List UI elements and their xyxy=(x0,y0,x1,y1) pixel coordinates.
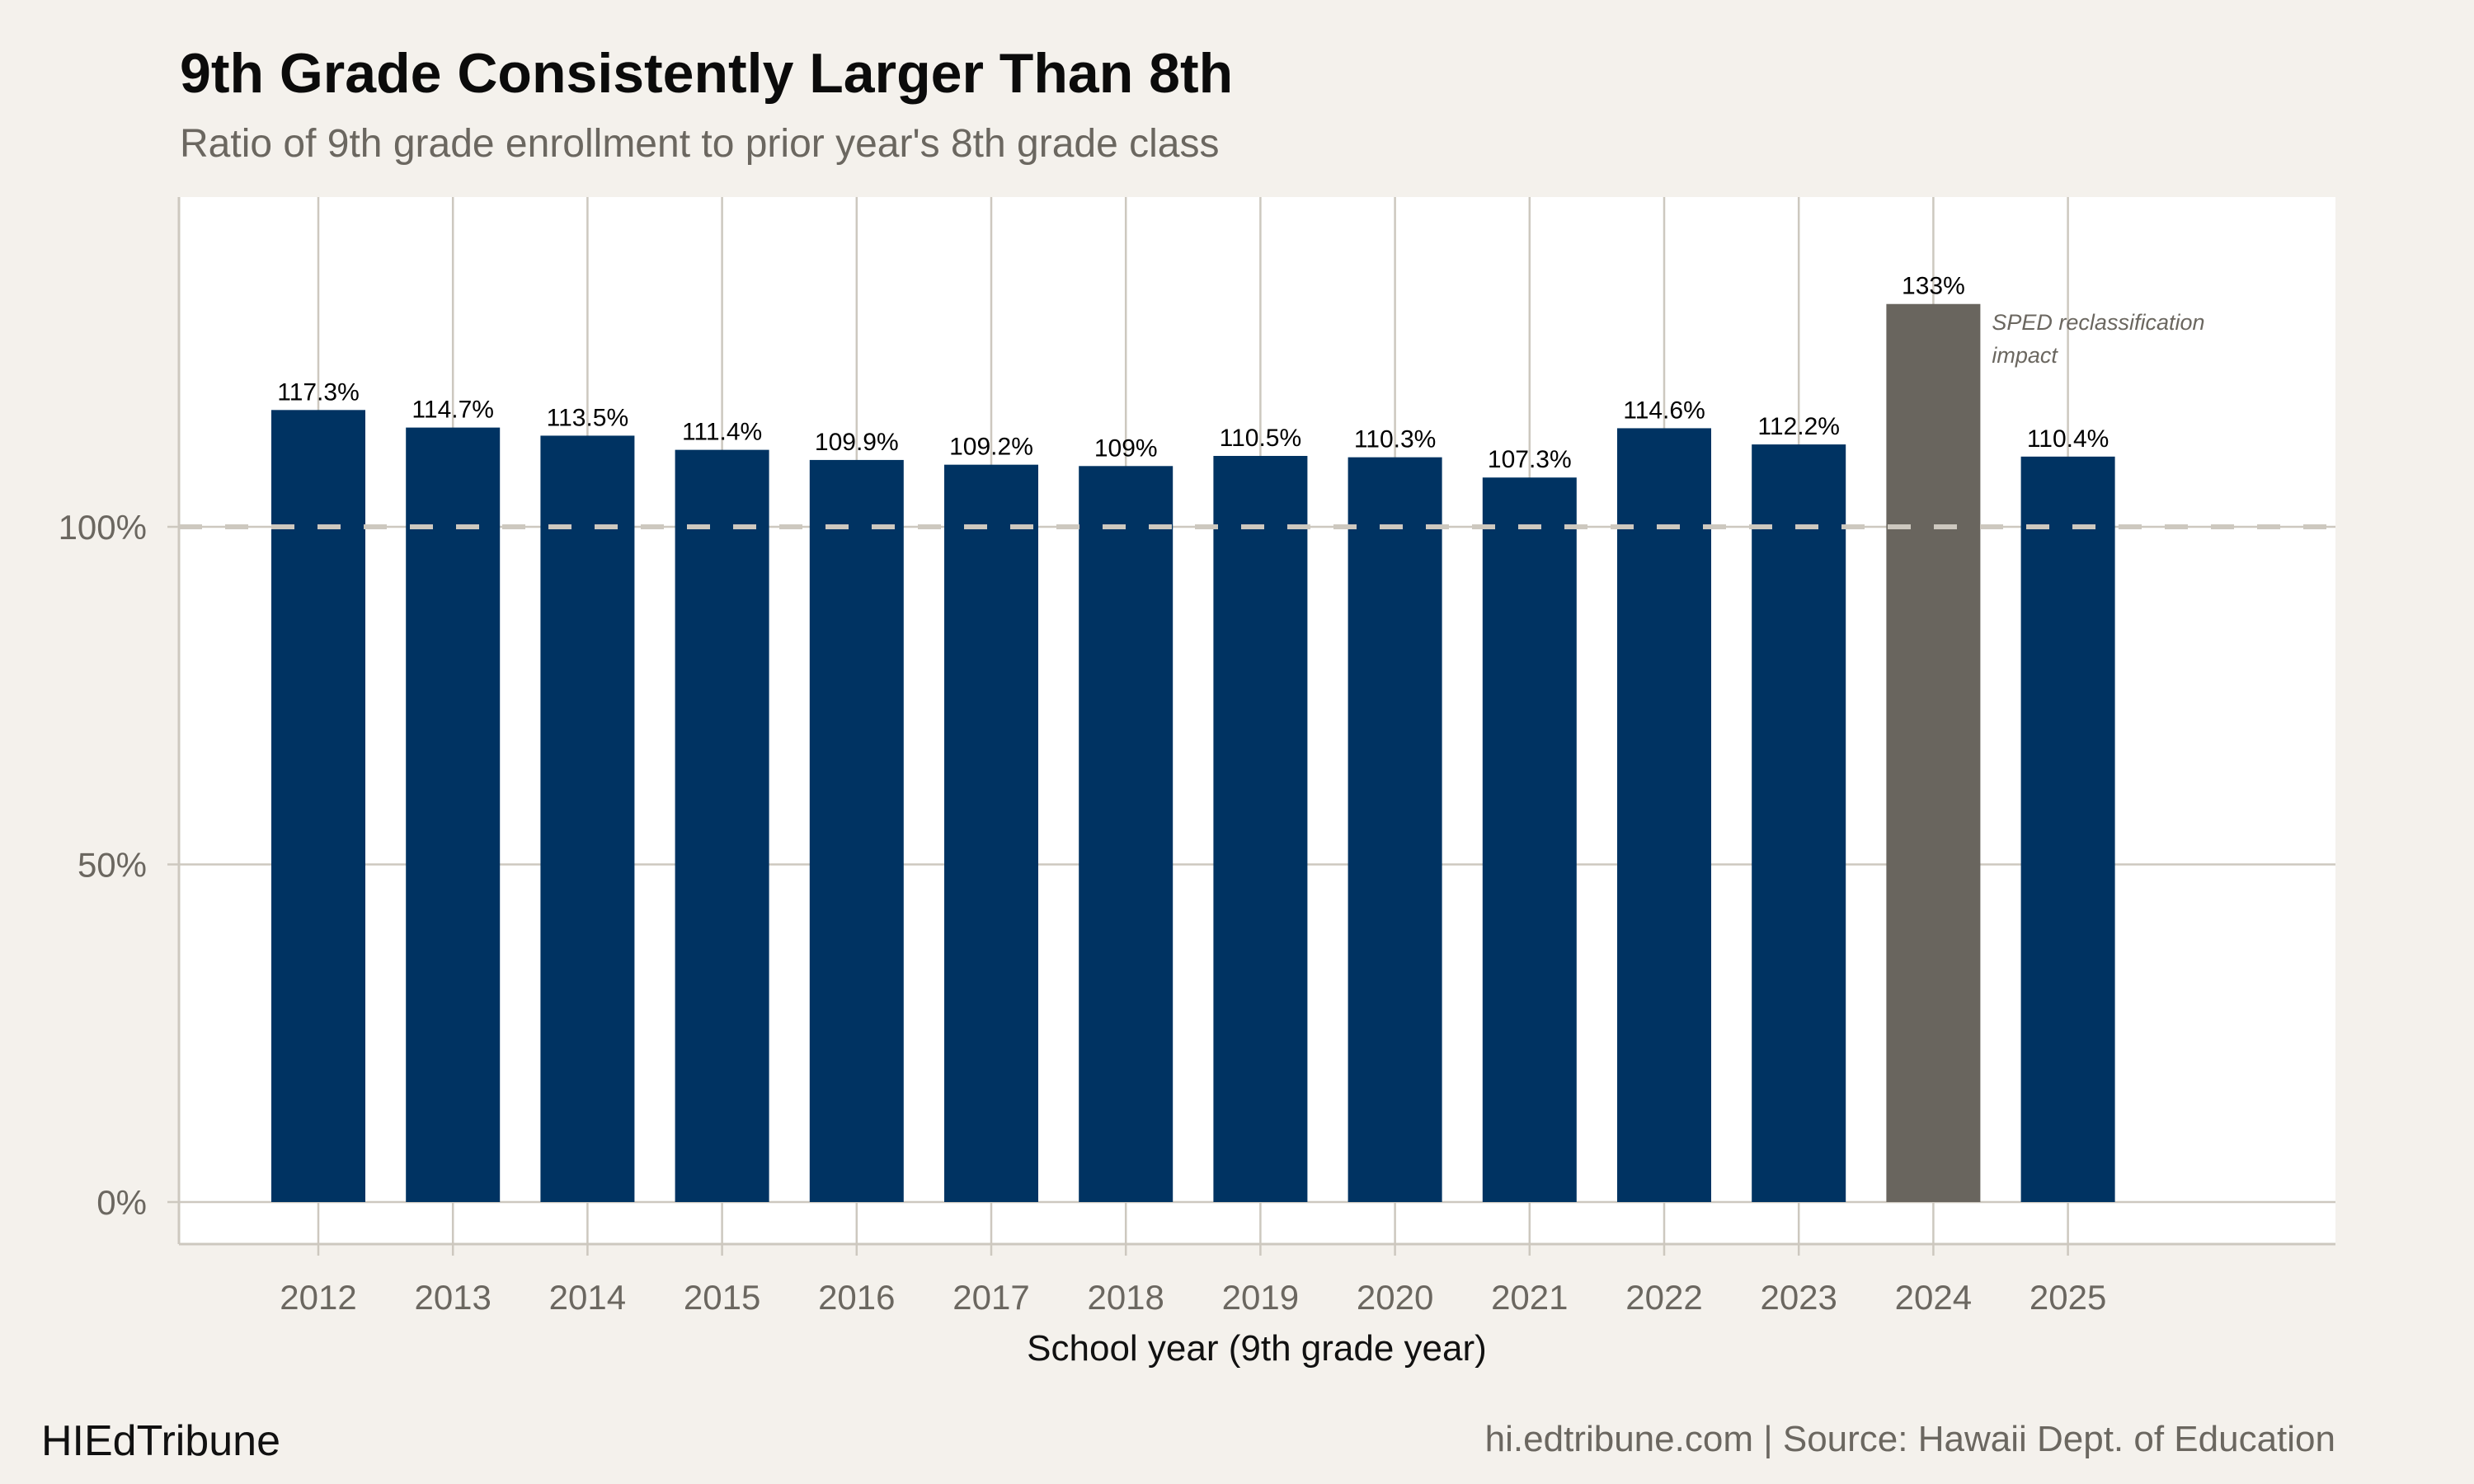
bar-2022 xyxy=(1617,428,1711,1202)
x-tick-label: 2014 xyxy=(549,1278,626,1317)
bars xyxy=(271,303,2115,1203)
x-axis-title: School year (9th grade year) xyxy=(1027,1328,1487,1369)
bar-2024 xyxy=(1886,303,1981,1203)
value-label-2016: 109.9% xyxy=(815,429,899,456)
x-tick-label: 2025 xyxy=(2030,1278,2106,1317)
chart-subtitle: Ratio of 9th grade enrollment to prior y… xyxy=(180,122,1220,166)
value-label-2024: 133% xyxy=(1902,273,1965,300)
bar-2012 xyxy=(271,410,365,1202)
annotation-group: SPED reclassification impact xyxy=(1992,310,2204,368)
bar-2021 xyxy=(1482,477,1577,1202)
x-tick-label: 2020 xyxy=(1357,1278,1433,1317)
bar-2013 xyxy=(406,427,501,1202)
bar-2017 xyxy=(944,464,1038,1202)
bar-2018 xyxy=(1079,466,1174,1202)
x-tick-label: 2024 xyxy=(1895,1278,1972,1317)
value-label-2015: 111.4% xyxy=(682,419,762,446)
annotation-text: impact xyxy=(1992,343,2058,368)
value-label-2018: 109% xyxy=(1094,434,1158,462)
x-tick-label: 2019 xyxy=(1222,1278,1299,1317)
y-tick-label: 50% xyxy=(78,846,147,885)
x-tick-label: 2023 xyxy=(1760,1278,1837,1317)
x-tick-label: 2022 xyxy=(1625,1278,1702,1317)
y-tick-label: 0% xyxy=(96,1183,147,1222)
value-label-2021: 107.3% xyxy=(1488,446,1572,473)
value-label-2023: 112.2% xyxy=(1757,413,1840,440)
value-label-2020: 110.3% xyxy=(1354,426,1437,453)
bar-2020 xyxy=(1348,457,1442,1202)
x-tick-label: 2018 xyxy=(1087,1278,1164,1317)
bar-2016 xyxy=(809,459,904,1202)
value-labels: 117.3% 114.7% 113.5% 111.4% 109.9% 109.2% 109%… xyxy=(277,273,2109,473)
value-label-2025: 110.4% xyxy=(2027,425,2109,453)
y-tick-label: 100% xyxy=(59,508,147,547)
x-tick-label: 2015 xyxy=(684,1278,760,1317)
value-label-2022: 114.6% xyxy=(1623,397,1705,424)
value-label-2012: 117.3% xyxy=(277,378,360,406)
chart-title: 9th Grade Consistently Larger Than 8th xyxy=(180,42,1233,105)
bar-2014 xyxy=(540,435,635,1202)
x-tick-label: 2013 xyxy=(414,1278,491,1317)
brand-logo-text: HIEdTribune xyxy=(41,1417,280,1465)
bar-2019 xyxy=(1213,456,1308,1202)
value-label-2017: 109.2% xyxy=(949,434,1033,461)
source-credit: hi.edtribune.com | Source: Hawaii Dept. … xyxy=(1485,1419,2335,1459)
x-tick-label: 2021 xyxy=(1491,1278,1568,1317)
x-tick-label: 2012 xyxy=(280,1278,356,1317)
annotation-text: SPED reclassification xyxy=(1992,310,2204,335)
value-label-2013: 114.7% xyxy=(412,397,494,424)
bar-2015 xyxy=(675,449,769,1202)
value-label-2019: 110.5% xyxy=(1220,425,1302,452)
x-tick-label: 2017 xyxy=(952,1278,1029,1317)
bar-2023 xyxy=(1752,444,1846,1202)
bar-2025 xyxy=(2020,456,2115,1202)
value-label-2014: 113.5% xyxy=(547,404,629,431)
axes: 0% 50% 100% 2012 2013 2014 2015 2016 2017 2018 201… xyxy=(59,197,2335,1317)
x-tick-label: 2016 xyxy=(818,1278,895,1317)
